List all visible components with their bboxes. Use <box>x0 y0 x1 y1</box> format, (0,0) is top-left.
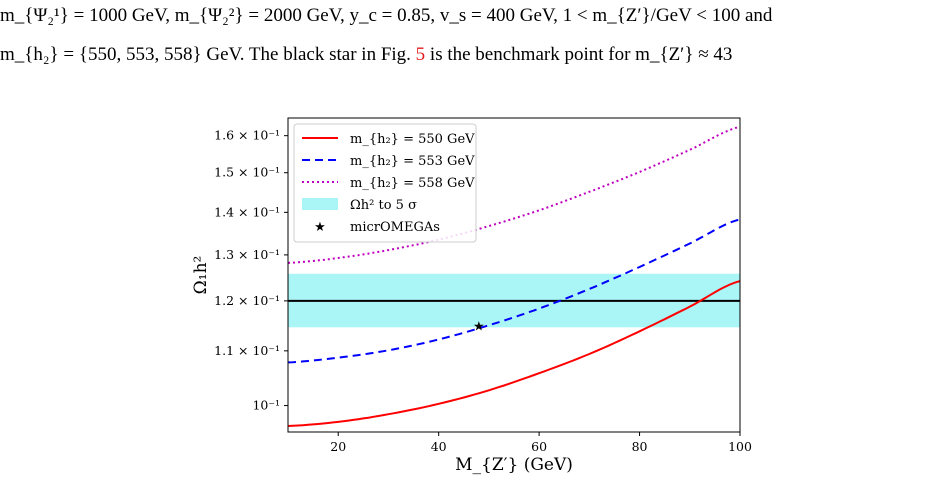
x-tick-label-4: 100 <box>728 439 752 454</box>
x-tick-label-2: 60 <box>531 439 547 454</box>
line2-pre: m_{h₂} = {550, 553, 558} GeV. The black … <box>0 44 411 65</box>
line2-post: is the benchmark point for m_{Z′} ≈ 43 <box>429 44 733 65</box>
y-tick-label-2: 1.2 × 10⁻¹ <box>214 293 280 308</box>
legend-label-4: micrOMEGAs <box>350 220 440 235</box>
legend-label-0: m_{h₂} = 550 GeV <box>350 132 475 147</box>
series-line-0 <box>287 280 741 427</box>
legend-label-3: Ωh² to 5 σ <box>350 198 417 213</box>
legend-label-1: m_{h₂} = 553 GeV <box>350 154 475 169</box>
legend-swatch-4: ★ <box>314 219 326 234</box>
x-tick-label-3: 80 <box>632 439 648 454</box>
legend-swatch-3 <box>302 198 338 210</box>
paper-text-line-1: m_{Ψ₂¹} = 1000 GeV, m_{Ψ₂²} = 2000 GeV, … <box>0 5 773 26</box>
x-axis-label: M_{Z′} (GeV) <box>455 455 573 475</box>
y-axis-label: Ω₁h² <box>191 256 211 295</box>
y-tick-label-6: 1.6 × 10⁻¹ <box>214 128 280 143</box>
series-line-2 <box>287 125 741 264</box>
series-line-1 <box>287 218 741 364</box>
y-tick-label-4: 1.4 × 10⁻¹ <box>214 204 280 219</box>
x-tick-label-0: 20 <box>330 439 346 454</box>
figure-reference-link[interactable]: 5 <box>415 44 426 65</box>
legend-box <box>293 123 477 243</box>
y-tick-label-0: 10⁻¹ <box>252 398 280 413</box>
plot-frame <box>287 117 741 433</box>
x-tick-label-1: 40 <box>431 439 447 454</box>
y-tick-label-3: 1.3 × 10⁻¹ <box>214 247 280 262</box>
paper-text-line-2: m_{h₂} = {550, 553, 558} GeV. The black … <box>0 43 936 67</box>
y-tick-label-1: 1.1 × 10⁻¹ <box>214 343 280 358</box>
legend-label-2: m_{h₂} = 558 GeV <box>350 176 475 191</box>
y-tick-label-5: 1.5 × 10⁻¹ <box>214 165 280 180</box>
benchmark-star-marker: ★ <box>473 318 485 333</box>
